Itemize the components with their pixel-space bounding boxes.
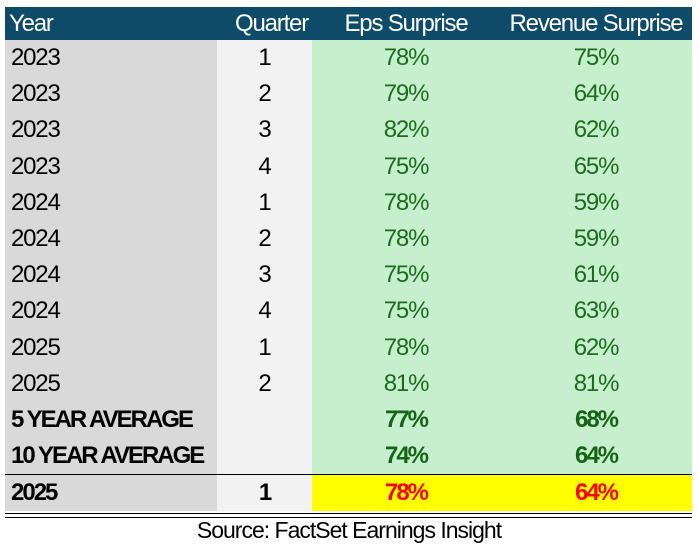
quarter-cell: 4 <box>217 148 312 185</box>
eps-cell: 78% <box>312 475 500 512</box>
year-cell: 2024 <box>5 184 217 221</box>
table-row: 2023 2 79% 64% <box>5 76 692 113</box>
table-row: 2023 4 75% 65% <box>5 148 692 185</box>
revenue-cell: 81% <box>500 365 692 402</box>
average-label: 10 YEAR AVERAGE <box>5 438 217 475</box>
revenue-cell: 63% <box>500 293 692 330</box>
earnings-surprise-table: Year Quarter Eps Surprise Revenue Surpri… <box>5 7 692 512</box>
empty-cell <box>217 401 312 439</box>
table-row-average: 10 YEAR AVERAGE 74% 64% <box>5 438 692 475</box>
eps-cell: 75% <box>312 257 500 294</box>
table-row: 2023 1 78% 75% <box>5 40 692 77</box>
revenue-cell: 62% <box>500 112 692 149</box>
year-cell: 2023 <box>5 112 217 149</box>
quarter-cell: 1 <box>217 475 312 512</box>
quarter-cell: 3 <box>217 112 312 149</box>
year-cell: 2025 <box>5 365 217 402</box>
year-cell: 2025 <box>5 329 217 366</box>
revenue-cell: 68% <box>500 401 692 439</box>
eps-cell: 78% <box>312 329 500 366</box>
average-label: 5 YEAR AVERAGE <box>5 401 217 439</box>
quarter-cell: 3 <box>217 257 312 294</box>
quarter-cell: 2 <box>217 220 312 258</box>
revenue-cell: 65% <box>500 148 692 185</box>
year-cell: 2023 <box>5 40 217 77</box>
table-row: 2023 3 82% 62% <box>5 112 692 149</box>
double-rule <box>5 513 692 518</box>
eps-cell: 78% <box>312 40 500 77</box>
revenue-cell: 64% <box>500 438 692 475</box>
table-row-average: 5 YEAR AVERAGE 77% 68% <box>5 401 692 439</box>
table-row: 2024 4 75% 63% <box>5 293 692 330</box>
quarter-cell: 2 <box>217 365 312 402</box>
revenue-cell: 59% <box>500 220 692 258</box>
quarter-cell: 1 <box>217 184 312 221</box>
table-row: 2024 3 75% 61% <box>5 257 692 294</box>
revenue-cell: 62% <box>500 329 692 366</box>
revenue-cell: 64% <box>500 76 692 113</box>
eps-cell: 75% <box>312 148 500 185</box>
eps-cell: 81% <box>312 365 500 402</box>
year-cell: 2024 <box>5 293 217 330</box>
eps-cell: 78% <box>312 220 500 258</box>
quarter-cell: 4 <box>217 293 312 330</box>
table-row: 2025 2 81% 81% <box>5 365 692 402</box>
eps-cell: 75% <box>312 293 500 330</box>
year-cell: 2024 <box>5 257 217 294</box>
year-cell: 2025 <box>5 475 217 512</box>
header-eps: Eps Surprise <box>344 10 469 37</box>
year-cell: 2024 <box>5 220 217 258</box>
eps-cell: 79% <box>312 76 500 113</box>
table-row-highlight: 2025 1 78% 64% <box>5 474 692 512</box>
table-row: 2024 2 78% 59% <box>5 220 692 258</box>
quarter-cell: 1 <box>217 40 312 77</box>
source-note: Source: FactSet Earnings Insight <box>196 517 502 543</box>
header-quarter: Quarter <box>235 10 309 37</box>
quarter-cell: 2 <box>217 76 312 113</box>
header-year: Year <box>9 10 54 37</box>
table-row: 2024 1 78% 59% <box>5 184 692 221</box>
empty-cell <box>217 438 312 475</box>
revenue-cell: 61% <box>500 257 692 294</box>
header-revenue: Revenue Surprise <box>509 10 684 37</box>
table-header: Year Quarter Eps Surprise Revenue Surpri… <box>5 7 692 40</box>
revenue-cell: 64% <box>500 475 692 512</box>
year-cell: 2023 <box>5 76 217 113</box>
revenue-cell: 59% <box>500 184 692 221</box>
eps-cell: 78% <box>312 184 500 221</box>
year-cell: 2023 <box>5 148 217 185</box>
eps-cell: 82% <box>312 112 500 149</box>
eps-cell: 77% <box>312 401 500 439</box>
table-row: 2025 1 78% 62% <box>5 329 692 366</box>
quarter-cell: 1 <box>217 329 312 366</box>
eps-cell: 74% <box>312 438 500 475</box>
revenue-cell: 75% <box>500 40 692 77</box>
